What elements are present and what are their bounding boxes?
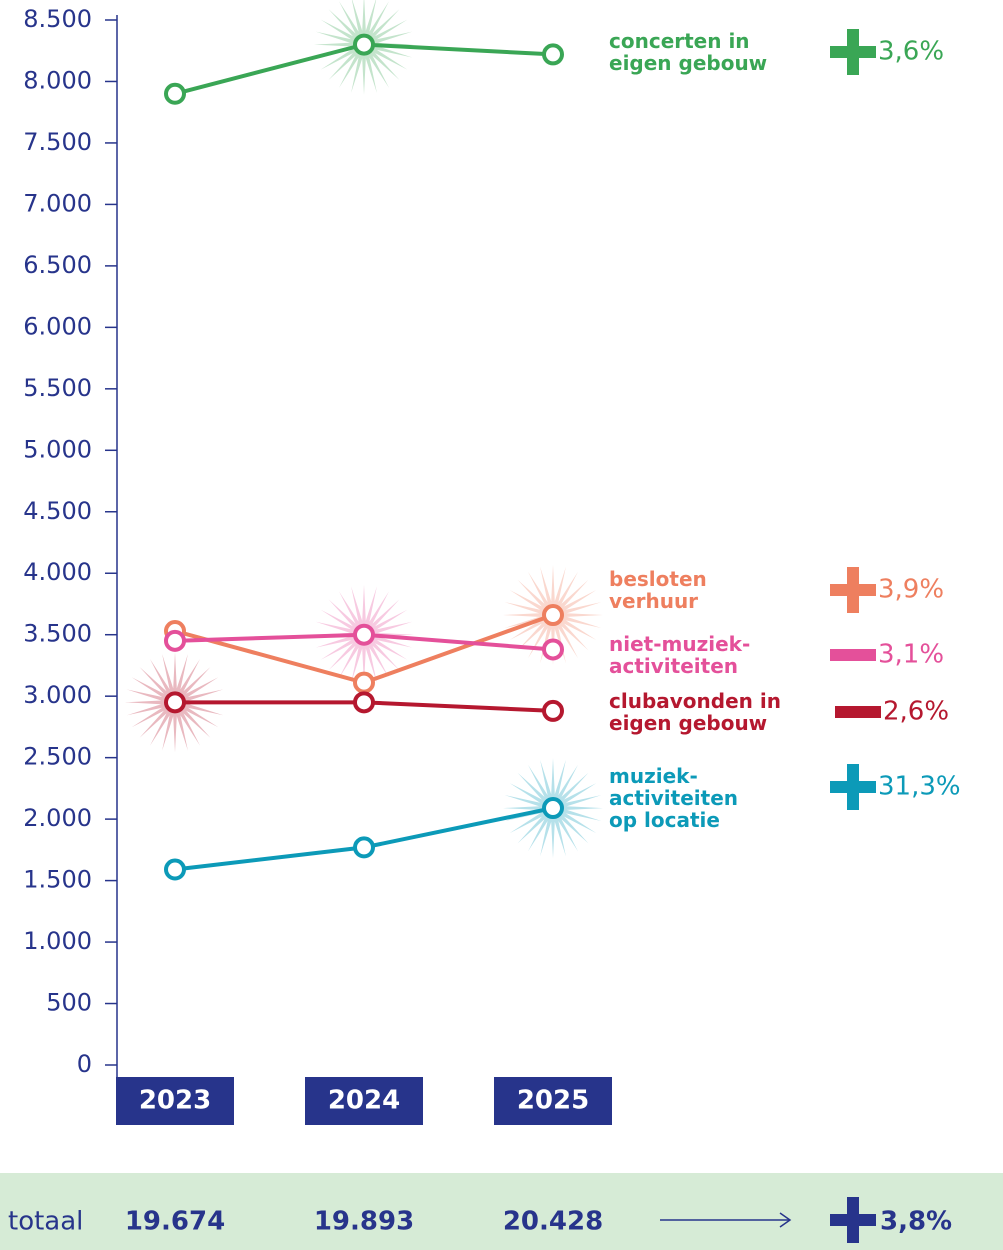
data-point	[164, 858, 186, 881]
category-box	[494, 1077, 612, 1125]
total-value: 19.893	[314, 1207, 414, 1237]
sign-bar	[847, 1197, 859, 1243]
y-tick-label: 6.500	[23, 251, 92, 279]
data-point	[542, 699, 564, 722]
sign-bar	[847, 764, 859, 810]
change-label: 31,3%	[878, 772, 961, 802]
total-band	[0, 1173, 1003, 1250]
data-point	[164, 629, 186, 652]
data-point	[164, 82, 186, 105]
change-label: 2,6%	[883, 697, 949, 727]
sign-bar	[847, 29, 859, 75]
total-change: 3,8%	[880, 1207, 952, 1237]
series-label: besloten verhuur	[609, 567, 707, 613]
sign-bar	[835, 706, 881, 718]
sign-bar	[847, 567, 859, 613]
y-tick-label: 1.000	[23, 927, 92, 955]
total-value: 19.674	[125, 1207, 225, 1237]
series-label: concerten in eigen gebouw	[609, 29, 768, 75]
y-tick-label: 7.500	[23, 128, 92, 156]
data-point	[542, 797, 564, 820]
y-tick-label: 3.000	[23, 681, 92, 709]
change-label: 3,9%	[878, 575, 944, 605]
series-label: niet-muziek-activiteiten	[609, 632, 751, 678]
y-tick-label: 3.500	[23, 620, 92, 648]
y-tick-label: 2.000	[23, 804, 92, 832]
x-tick-label: 2025	[517, 1086, 589, 1116]
y-tick-label: 4.000	[23, 558, 92, 586]
change-label: 3,1%	[878, 640, 944, 670]
data-point	[353, 33, 375, 56]
y-tick-label: 0	[77, 1050, 92, 1078]
data-point	[164, 691, 186, 714]
y-tick-label: 7.000	[23, 189, 92, 217]
y-tick-label: 2.500	[23, 743, 92, 771]
y-tick-label: 4.500	[23, 497, 92, 525]
x-tick-label: 2023	[139, 1086, 211, 1116]
data-point	[542, 638, 564, 661]
x-tick-label: 2024	[328, 1086, 400, 1116]
y-tick-label: 500	[46, 989, 92, 1017]
series-label: muziek-activiteiten op locatie	[609, 764, 739, 832]
change-label: 3,6%	[878, 37, 944, 67]
series-label: clubavonden in eigen gebouw	[609, 689, 781, 735]
data-point	[353, 691, 375, 714]
y-tick-label: 5.500	[23, 374, 92, 402]
arrow-head	[779, 1212, 792, 1228]
data-point	[353, 671, 375, 694]
y-tick-label: 5.000	[23, 435, 92, 463]
y-tick-label: 6.000	[23, 312, 92, 340]
sign-bar	[830, 649, 876, 661]
category-box	[116, 1077, 234, 1125]
y-tick-label: 8.500	[23, 5, 92, 33]
data-point	[353, 623, 375, 646]
y-tick-label: 8.000	[23, 66, 92, 94]
data-point	[542, 43, 564, 66]
data-point	[353, 836, 375, 859]
total-label: totaal	[8, 1207, 83, 1237]
y-tick-label: 1.500	[23, 866, 92, 894]
total-value: 20.428	[503, 1207, 603, 1237]
data-point	[542, 604, 564, 627]
category-box	[305, 1077, 423, 1125]
